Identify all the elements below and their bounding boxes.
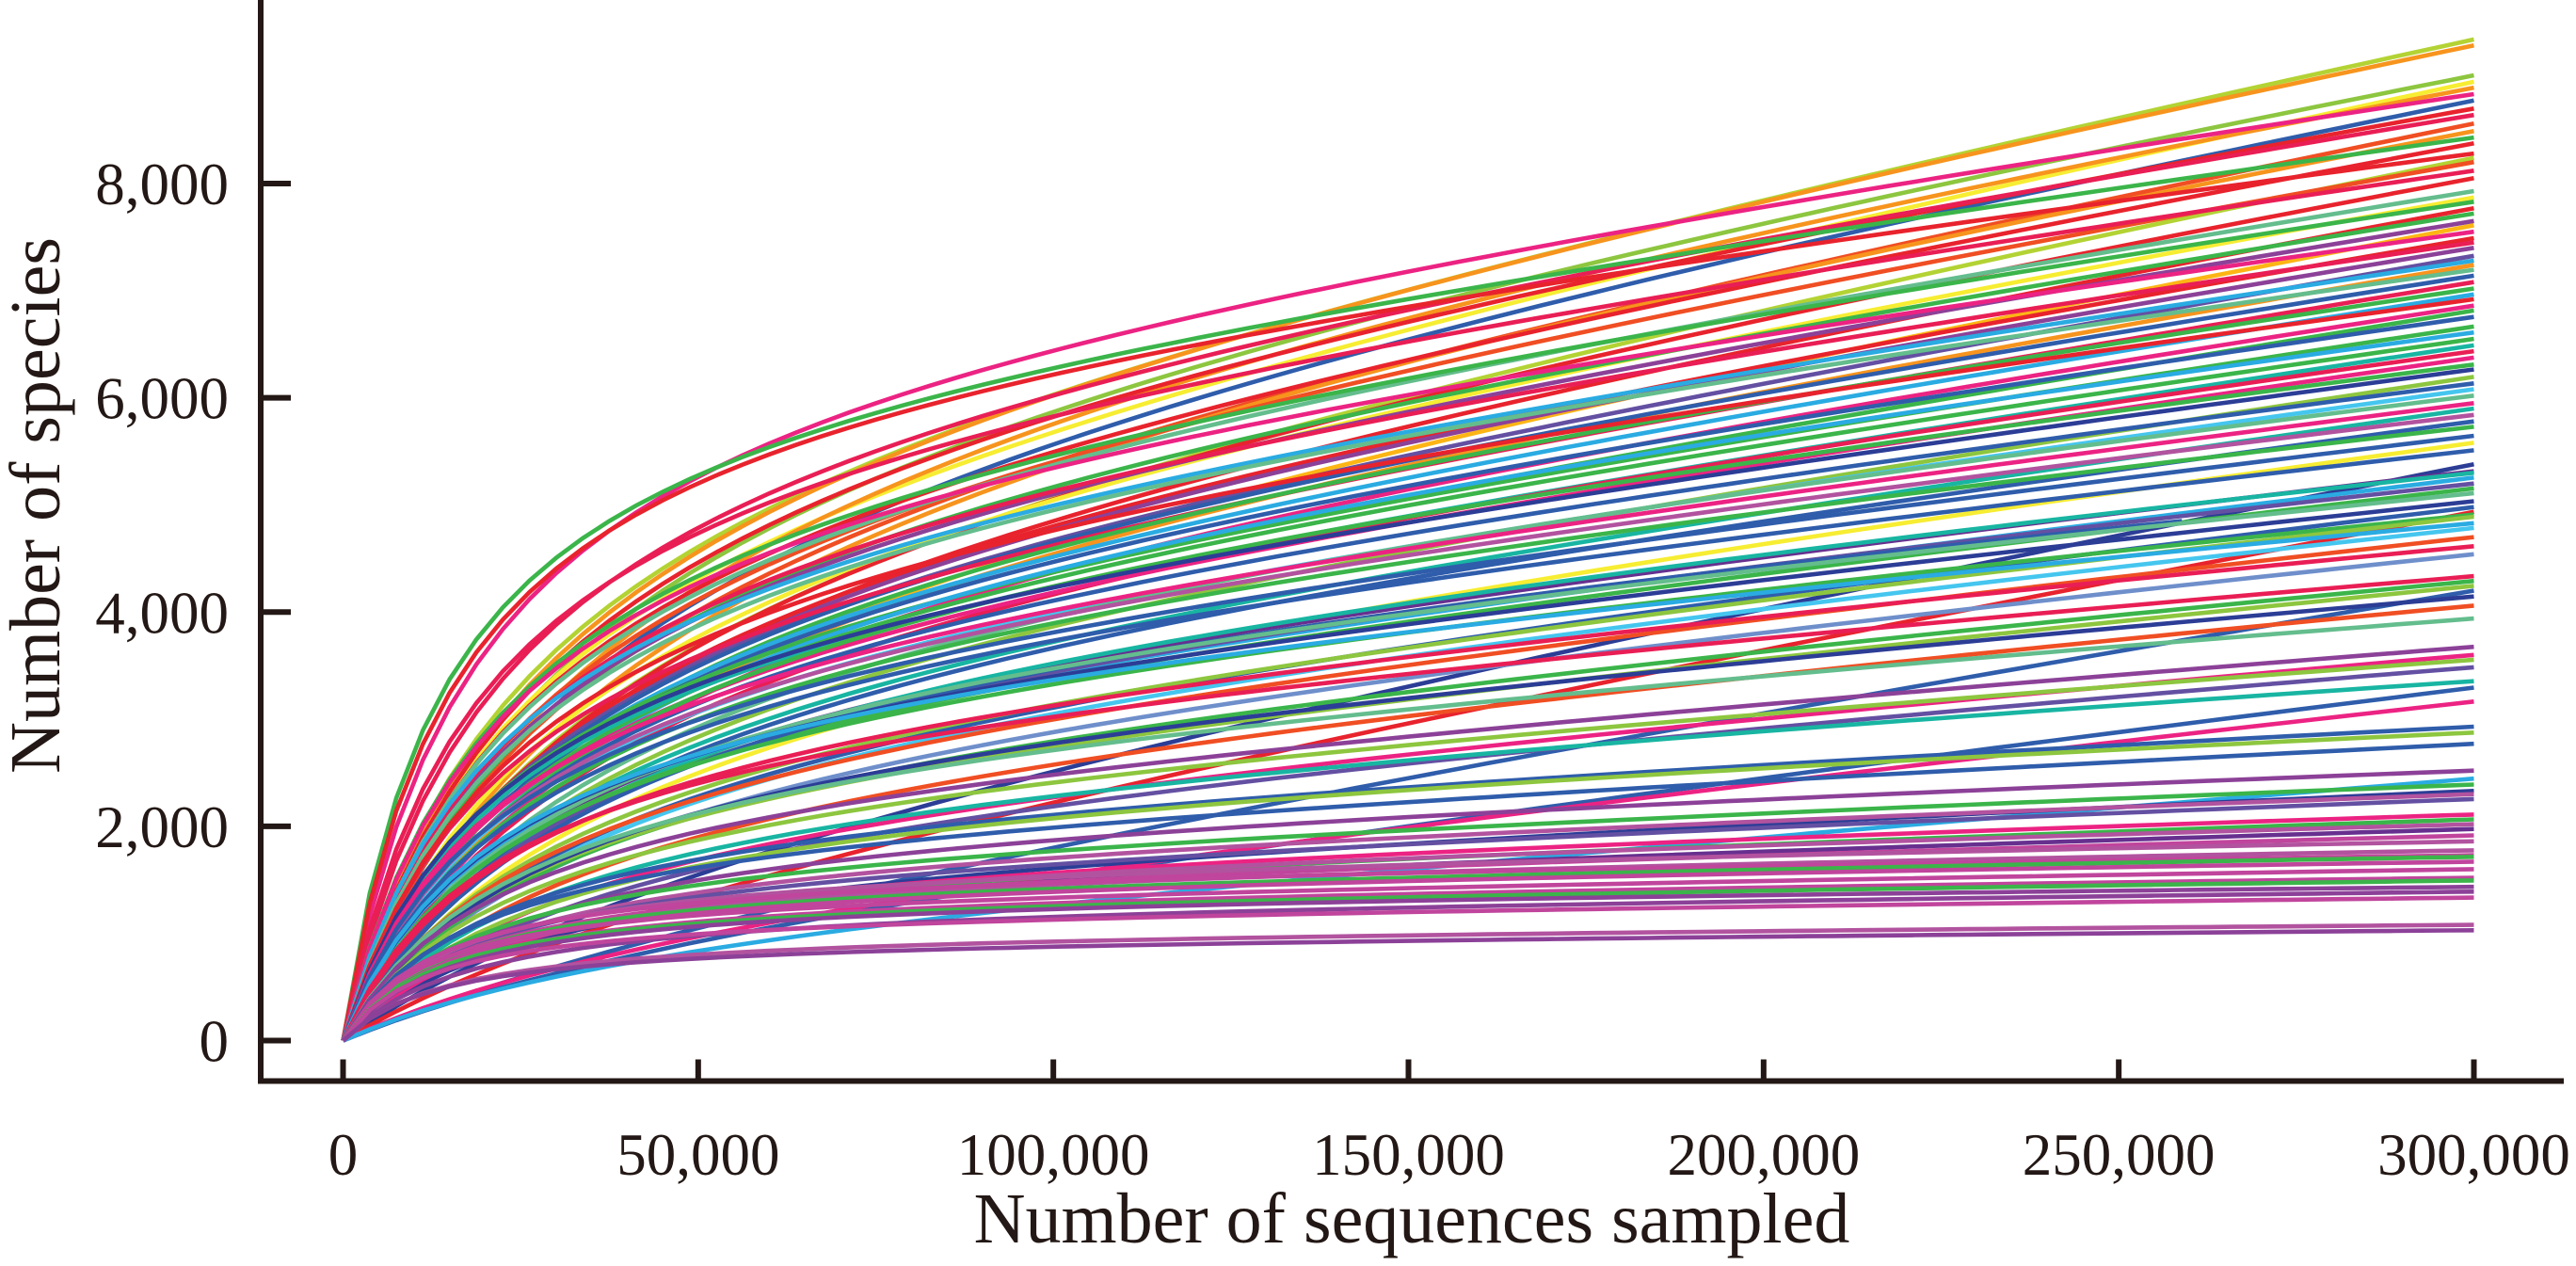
rarefaction-curve-87 xyxy=(341,644,2474,1042)
rarefaction-curve-62 xyxy=(342,461,2474,1043)
rarefaction-curve-64 xyxy=(341,471,2474,1042)
rarefaction-curve-78 xyxy=(341,544,2474,1042)
rarefaction-curve-38 xyxy=(341,296,2474,1042)
rarefaction-curve-102 xyxy=(341,796,2474,1042)
rarefaction-curve-49 xyxy=(341,367,2474,1042)
rarefaction-curve-20 xyxy=(341,195,2474,1042)
y-axis-title: Number of species xyxy=(0,237,75,774)
rarefaction-curve-75 xyxy=(341,521,2474,1042)
tick-labels-group: 0 2,000 4,000 6,000 8,000 0 50,000 100,000 150,0… xyxy=(95,152,2570,1188)
rarefaction-curve-77 xyxy=(341,535,2474,1042)
rarefaction-curve-108 xyxy=(341,839,2474,1042)
ticks-group xyxy=(261,181,2477,1082)
rarefaction-curve-30 xyxy=(341,253,2474,1042)
rarefaction-curve-110 xyxy=(341,853,2474,1042)
rarefaction-curve-111 xyxy=(341,855,2474,1042)
rarefaction-curve-33 xyxy=(341,267,2474,1042)
x-tick-label: 50,000 xyxy=(616,1122,779,1188)
rarefaction-curve-80 xyxy=(341,573,2474,1042)
x-tick-label: 150,000 xyxy=(1312,1122,1505,1188)
rarefaction-curve-54 xyxy=(341,401,2474,1042)
x-tick-label: 250,000 xyxy=(2023,1122,2216,1188)
rarefaction-curve-4 xyxy=(341,79,2474,1042)
y-tick-label: 4,000 xyxy=(95,580,229,646)
rarefaction-curve-13 xyxy=(341,141,2474,1042)
rarefaction-curve-17 xyxy=(341,168,2474,1042)
x-tick-label: 200,000 xyxy=(1667,1122,1860,1188)
rarefaction-curve-91 xyxy=(341,679,2474,1042)
y-tick-label: 6,000 xyxy=(95,366,229,432)
rarefaction-curve-14 xyxy=(341,151,2474,1041)
rarefaction-curve-59 xyxy=(341,433,2474,1042)
rarefaction-curve-89 xyxy=(341,657,2474,1042)
rarefaction-curve-26 xyxy=(341,229,2474,1042)
rarefaction-curve-19 xyxy=(341,188,2474,1042)
rarefaction-curve-97 xyxy=(341,768,2474,1043)
rarefaction-curve-96 xyxy=(341,741,2474,1042)
rarefaction-curve-61 xyxy=(341,448,2474,1042)
y-tick-label: 8,000 xyxy=(95,152,229,217)
rarefaction-curve-2 xyxy=(341,42,2474,1042)
curves-group xyxy=(341,37,2474,1043)
x-tick-label: 0 xyxy=(328,1122,359,1188)
rarefaction-curve-120 xyxy=(342,928,2474,1043)
rarefaction-curve-48 xyxy=(341,362,2474,1042)
x-tick-label: 300,000 xyxy=(2377,1122,2570,1188)
x-axis-title: Number of sequences sampled xyxy=(973,1179,1850,1258)
rarefaction-curve-116 xyxy=(341,884,2474,1043)
rarefaction-curve-115 xyxy=(341,878,2474,1042)
y-tick-label: 0 xyxy=(200,1009,230,1075)
rarefaction-curve-101 xyxy=(341,792,2474,1043)
rarefaction-curve-21 xyxy=(341,200,2474,1042)
rarefaction-curve-90 xyxy=(341,665,2474,1043)
rarefaction-curve-99 xyxy=(341,782,2474,1042)
rarefaction-curve-94 xyxy=(341,724,2474,1042)
rarefaction-curve-16 xyxy=(341,159,2474,1042)
rarefaction-curve-118 xyxy=(341,895,2474,1043)
x-tick-label: 100,000 xyxy=(957,1122,1150,1188)
rarefaction-curve-85 xyxy=(341,603,2474,1042)
rarefaction-curve-86 xyxy=(341,616,2474,1042)
rarefaction-curve-28 xyxy=(341,240,2474,1042)
rarefaction-curve-12 xyxy=(341,135,2474,1041)
rarefaction-curve-37 xyxy=(341,292,2474,1042)
rarefaction-curve-31 xyxy=(341,258,2474,1042)
rarefaction-curve-56 xyxy=(341,412,2474,1042)
y-tick-label: 2,000 xyxy=(95,794,229,860)
rarefaction-curve-119 xyxy=(342,922,2474,1043)
rarefaction-curve-9 xyxy=(341,112,2474,1042)
rarefaction-curve-113 xyxy=(341,867,2474,1042)
